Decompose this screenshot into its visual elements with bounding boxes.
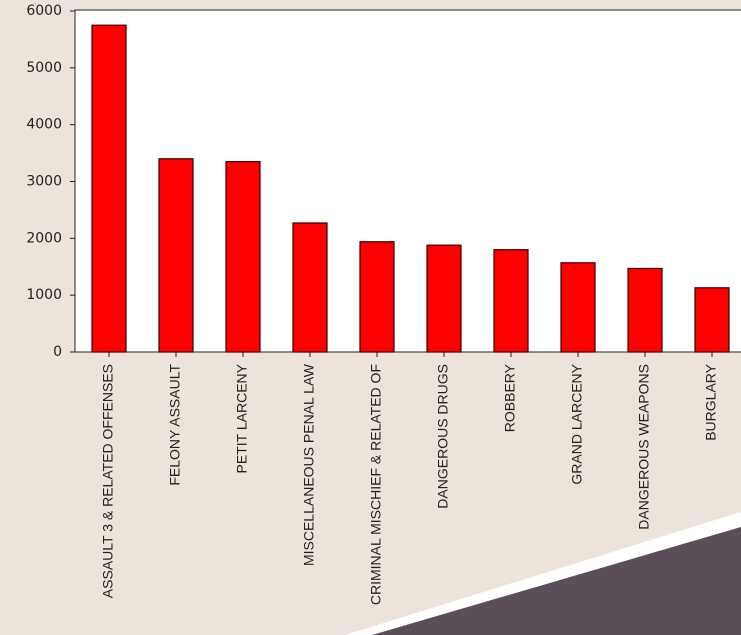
x-tick-label: MISCELLANEOUS PENAL LAW [301, 363, 317, 566]
y-tick-label: 1000 [26, 287, 62, 303]
y-tick-label: 3000 [26, 174, 62, 190]
y-tick-label: 4000 [26, 117, 62, 133]
bar [359, 241, 395, 353]
bar [91, 24, 127, 353]
bar [560, 262, 596, 353]
x-tick-label: ROBBERY [502, 363, 518, 432]
x-tick-label: CRIMINAL MISCHIEF & RELATED OF [368, 364, 384, 605]
y-tick-label: 5000 [26, 60, 62, 76]
bar [225, 161, 261, 353]
x-tick-label: ASSAULT 3 & RELATED OFFENSES [100, 364, 116, 598]
x-tick-label: BURGLARY [703, 363, 719, 440]
bar [158, 158, 194, 353]
bar [627, 267, 663, 353]
bar [493, 249, 529, 353]
y-tick-label: 2000 [26, 230, 62, 246]
x-tick-label: FELONY ASSAULT [167, 364, 183, 486]
x-tick-label: PETIT LARCENY [234, 363, 250, 473]
x-tick-label: DANGEROUS DRUGS [435, 364, 451, 509]
bar [292, 222, 328, 353]
y-tick-label: 6000 [26, 3, 62, 19]
photo [372, 527, 741, 635]
x-tick-label: GRAND LARCENY [569, 363, 585, 484]
photo-edge [345, 512, 741, 635]
y-tick-label: 0 [53, 344, 62, 360]
x-tick-label: DANGEROUS WEAPONS [636, 364, 652, 530]
bar [426, 244, 462, 353]
bar [694, 287, 730, 353]
